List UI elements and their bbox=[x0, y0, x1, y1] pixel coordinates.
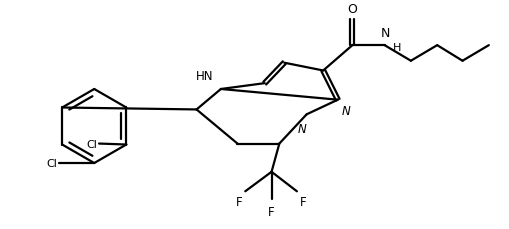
Text: H: H bbox=[392, 43, 401, 53]
Text: F: F bbox=[268, 205, 274, 218]
Text: N: N bbox=[341, 104, 350, 117]
Text: F: F bbox=[235, 195, 242, 208]
Text: HN: HN bbox=[195, 70, 213, 83]
Text: Cl: Cl bbox=[86, 139, 97, 149]
Text: O: O bbox=[347, 3, 357, 16]
Text: Cl: Cl bbox=[46, 158, 57, 168]
Text: F: F bbox=[299, 195, 306, 208]
Text: N: N bbox=[297, 123, 305, 136]
Text: N: N bbox=[380, 27, 389, 40]
